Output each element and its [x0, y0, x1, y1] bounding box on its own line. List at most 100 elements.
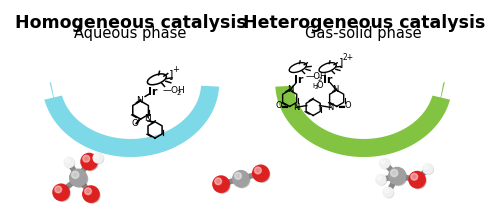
Polygon shape	[50, 82, 57, 113]
Circle shape	[234, 172, 242, 179]
Text: O: O	[344, 101, 351, 110]
Circle shape	[378, 176, 380, 179]
Text: Homogeneous catalysis: Homogeneous catalysis	[15, 14, 246, 32]
Circle shape	[86, 190, 90, 193]
Circle shape	[380, 159, 390, 169]
Circle shape	[213, 176, 229, 192]
Text: O: O	[317, 81, 324, 90]
Circle shape	[72, 171, 79, 178]
Circle shape	[86, 189, 90, 194]
Circle shape	[424, 166, 428, 169]
Circle shape	[385, 189, 388, 192]
Circle shape	[409, 171, 425, 188]
Circle shape	[252, 165, 269, 181]
Circle shape	[236, 174, 240, 177]
Circle shape	[234, 172, 250, 188]
Text: Gas-solid phase: Gas-solid phase	[306, 26, 422, 41]
Circle shape	[84, 188, 100, 203]
Circle shape	[56, 188, 59, 191]
Circle shape	[384, 188, 394, 198]
Circle shape	[382, 160, 384, 163]
Circle shape	[378, 177, 380, 179]
Text: N: N	[288, 85, 294, 94]
Text: —OH: —OH	[306, 72, 328, 81]
Text: N: N	[293, 103, 299, 112]
Circle shape	[214, 178, 222, 185]
Text: +: +	[172, 65, 179, 74]
Circle shape	[84, 188, 91, 195]
Polygon shape	[276, 86, 450, 157]
Circle shape	[380, 160, 385, 164]
Circle shape	[216, 180, 220, 183]
Circle shape	[82, 155, 98, 170]
Circle shape	[236, 173, 240, 178]
Circle shape	[65, 158, 74, 168]
Circle shape	[64, 158, 74, 168]
Circle shape	[84, 156, 88, 161]
Text: 2: 2	[318, 77, 322, 82]
Circle shape	[254, 167, 270, 182]
Circle shape	[411, 173, 418, 180]
Circle shape	[423, 164, 433, 174]
Circle shape	[390, 170, 398, 177]
Circle shape	[377, 176, 386, 185]
Text: N: N	[136, 96, 143, 105]
Circle shape	[377, 176, 382, 180]
Circle shape	[376, 175, 386, 185]
Circle shape	[54, 186, 70, 201]
Circle shape	[74, 173, 77, 176]
Text: —OH: —OH	[162, 86, 185, 95]
Text: Ir: Ir	[323, 75, 332, 85]
Text: H: H	[312, 83, 318, 89]
Circle shape	[382, 161, 384, 162]
Text: Aqueous phase: Aqueous phase	[74, 26, 187, 41]
Circle shape	[56, 187, 60, 192]
Circle shape	[384, 189, 388, 193]
Circle shape	[96, 155, 98, 157]
Polygon shape	[438, 82, 445, 113]
Circle shape	[81, 153, 97, 170]
Circle shape	[412, 174, 416, 179]
Polygon shape	[44, 86, 219, 157]
Circle shape	[55, 186, 62, 193]
Circle shape	[70, 169, 87, 186]
Text: 2: 2	[315, 85, 318, 90]
Text: Ir: Ir	[148, 87, 158, 97]
Circle shape	[94, 154, 104, 163]
Text: Heterogeneous catalysis: Heterogeneous catalysis	[242, 14, 485, 32]
Circle shape	[386, 190, 388, 191]
Circle shape	[84, 157, 87, 160]
Circle shape	[256, 169, 260, 172]
Circle shape	[380, 158, 390, 168]
Text: ]: ]	[168, 69, 173, 79]
Circle shape	[412, 175, 416, 178]
Circle shape	[424, 165, 434, 174]
Circle shape	[94, 154, 98, 158]
Circle shape	[66, 159, 69, 162]
Circle shape	[72, 171, 88, 187]
Circle shape	[233, 171, 249, 187]
Circle shape	[216, 179, 220, 184]
Circle shape	[83, 186, 99, 202]
Text: O: O	[276, 101, 282, 110]
Circle shape	[383, 187, 393, 197]
Circle shape	[256, 168, 260, 173]
Text: N: N	[144, 114, 151, 123]
Circle shape	[424, 165, 428, 169]
Text: 2: 2	[176, 90, 181, 96]
Text: 2+: 2+	[342, 53, 353, 62]
Text: N: N	[332, 85, 339, 94]
Circle shape	[392, 171, 396, 175]
Circle shape	[93, 153, 103, 163]
Text: N: N	[327, 103, 334, 112]
Circle shape	[66, 160, 68, 162]
Circle shape	[426, 166, 427, 168]
Circle shape	[214, 178, 230, 193]
Text: Ir: Ir	[294, 75, 304, 85]
Circle shape	[95, 155, 98, 158]
Circle shape	[254, 167, 262, 174]
Circle shape	[410, 173, 426, 189]
Circle shape	[66, 159, 70, 163]
Circle shape	[392, 170, 397, 176]
Circle shape	[72, 172, 78, 177]
